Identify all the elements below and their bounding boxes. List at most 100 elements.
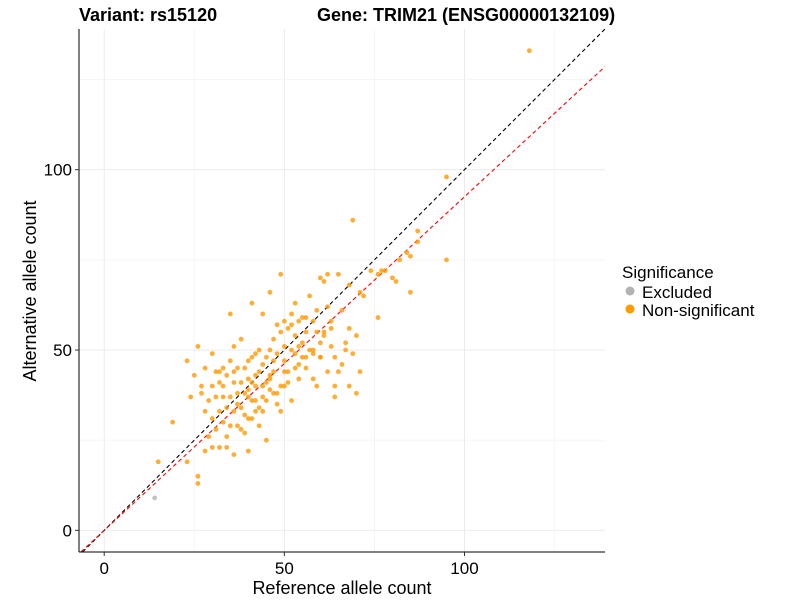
non-significant-point — [231, 344, 237, 349]
non-significant-point — [303, 329, 309, 335]
non-significant-point — [325, 369, 330, 375]
gene-title: Gene: TRIM21 (ENSG00000132109) — [317, 5, 615, 25]
non-significant-point — [310, 351, 316, 357]
non-significant-point — [209, 445, 215, 450]
non-significant-point — [296, 344, 302, 349]
non-significant-point — [274, 390, 280, 396]
non-significant-point — [415, 239, 421, 245]
non-significant-point — [245, 448, 251, 454]
non-significant-point — [249, 416, 255, 421]
non-significant-point — [245, 358, 251, 364]
non-significant-point — [245, 394, 251, 400]
non-significant-point — [278, 329, 284, 335]
non-significant-point — [249, 398, 255, 403]
non-significant-point — [321, 329, 327, 335]
non-significant-point — [310, 376, 316, 382]
non-significant-point — [209, 416, 215, 421]
non-significant-point — [292, 351, 298, 357]
non-significant-point — [303, 315, 309, 320]
non-significant-point — [332, 383, 338, 389]
non-significant-point — [170, 419, 176, 425]
non-significant-point — [299, 340, 305, 346]
non-significant-point — [314, 307, 320, 313]
non-significant-point — [375, 315, 381, 320]
non-significant-point — [202, 448, 208, 454]
non-significant-point — [206, 398, 212, 403]
non-significant-point — [224, 405, 230, 411]
non-significant-point — [281, 344, 287, 349]
non-significant-point — [278, 383, 284, 389]
non-significant-point — [285, 380, 291, 385]
non-significant-point — [332, 354, 338, 360]
non-significant-point — [281, 358, 287, 364]
non-significant-point — [335, 271, 341, 277]
non-significant-point — [227, 423, 233, 429]
y-tick-label: 0 — [63, 521, 72, 540]
non-significant-point — [289, 322, 294, 328]
non-significant-point — [213, 369, 219, 375]
non-significant-point — [242, 365, 248, 371]
non-significant-point — [263, 398, 269, 403]
non-significant-point — [220, 383, 226, 389]
non-significant-point — [249, 380, 255, 385]
non-significant-point — [375, 271, 381, 277]
non-significant-point — [274, 401, 280, 407]
non-significant-point — [328, 318, 334, 324]
non-significant-point — [245, 416, 251, 421]
non-significant-point — [444, 174, 449, 180]
non-significant-point — [184, 459, 190, 465]
non-significant-point — [253, 383, 258, 389]
non-significant-point — [303, 354, 309, 360]
non-significant-point — [238, 405, 244, 411]
non-significant-point — [224, 445, 230, 450]
non-significant-point — [249, 354, 255, 360]
non-significant-point — [256, 423, 262, 429]
non-significant-point — [263, 354, 269, 360]
legend-label-non-significant: Non-significant — [642, 301, 755, 320]
non-significant-point — [217, 369, 222, 375]
non-significant-point — [245, 387, 251, 393]
non-significant-point — [296, 318, 302, 324]
non-significant-point — [350, 217, 356, 223]
non-significant-point — [227, 311, 233, 317]
non-significant-point — [317, 275, 323, 281]
non-significant-point — [346, 383, 352, 389]
non-significant-point — [397, 257, 403, 263]
non-significant-point — [220, 365, 226, 371]
y-axis-title: Alternative allele count — [20, 200, 40, 381]
non-significant-point — [260, 362, 266, 367]
non-significant-point — [328, 344, 334, 349]
non-significant-point — [217, 445, 222, 450]
non-significant-point — [209, 351, 215, 357]
non-significant-point — [249, 300, 255, 306]
non-significant-point — [335, 369, 341, 375]
x-tick-label: 50 — [275, 559, 294, 578]
non-significant-point — [209, 383, 215, 389]
non-significant-point — [274, 322, 280, 328]
non-significant-point — [242, 430, 248, 436]
non-significant-point — [263, 437, 269, 443]
non-significant-point — [260, 383, 266, 389]
axes: 0 50 100 0 50 100 — [44, 29, 605, 578]
legend: Significance Excluded Non-significant — [622, 263, 755, 320]
variant-title: Variant: rs15120 — [79, 5, 217, 25]
non-significant-point — [199, 383, 204, 389]
non-significant-point — [253, 372, 258, 378]
non-significant-point — [155, 459, 161, 465]
non-significant-point — [224, 372, 230, 378]
reference-lines — [80, 28, 606, 553]
non-significant-point — [325, 271, 330, 277]
non-significant-point — [296, 376, 302, 382]
non-significant-point — [267, 376, 273, 382]
non-significant-point — [260, 311, 266, 317]
non-significant-point — [444, 257, 449, 263]
non-significant-point — [238, 380, 244, 385]
non-significant-point — [256, 369, 262, 375]
non-significant-point — [263, 380, 269, 385]
non-significant-point — [267, 387, 273, 393]
non-significant-point — [379, 268, 385, 274]
non-significant-point — [292, 365, 298, 371]
non-significant-point — [332, 394, 338, 400]
non-significant-point — [260, 408, 266, 414]
